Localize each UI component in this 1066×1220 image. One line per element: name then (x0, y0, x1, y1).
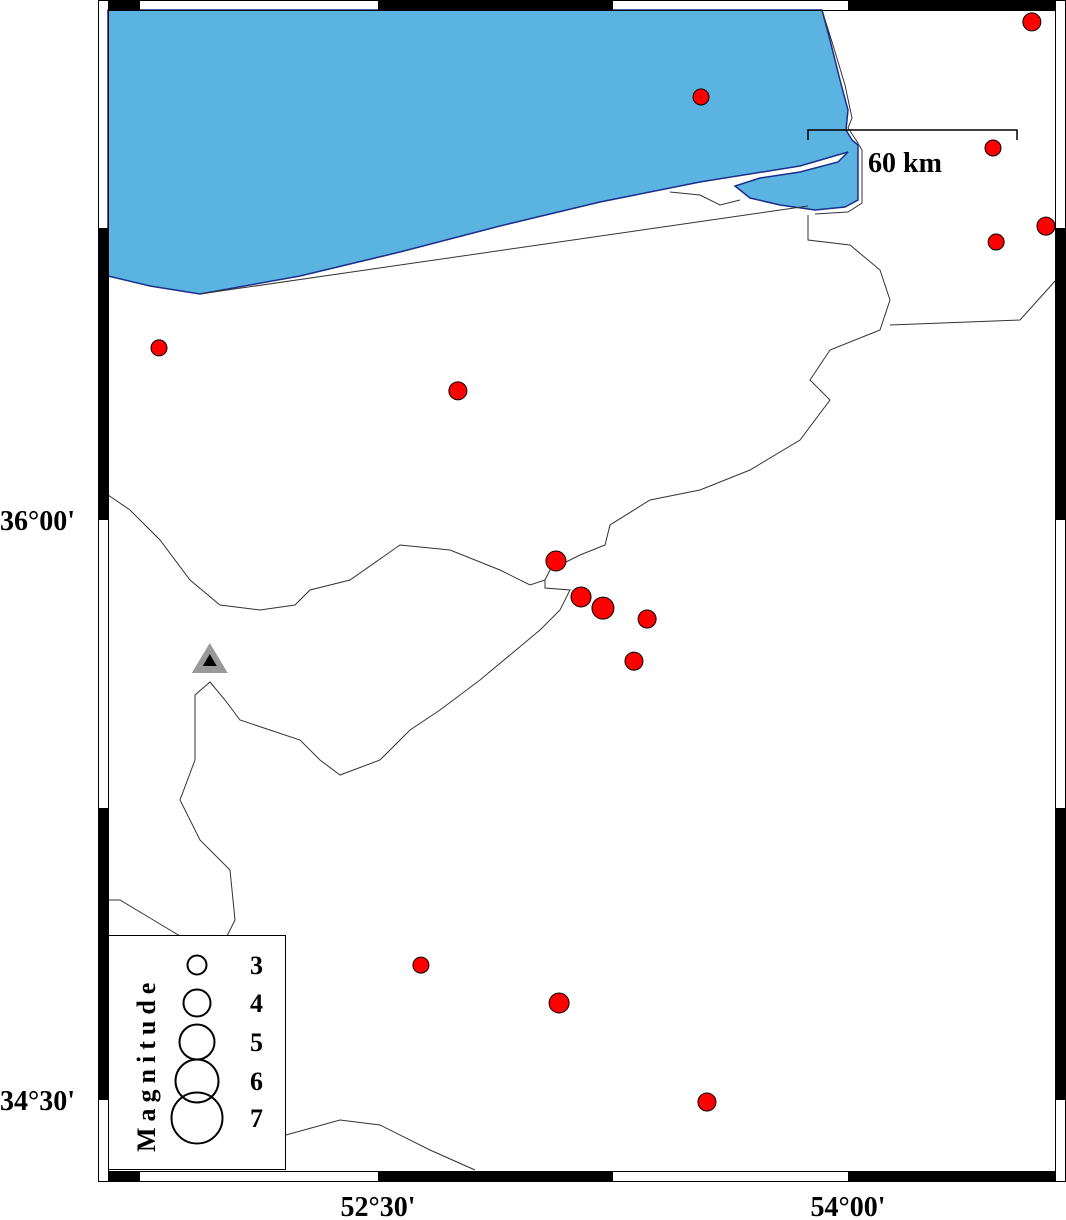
earthquake-event (570, 586, 592, 608)
earthquake-event (150, 339, 168, 357)
legend-label: 4 (250, 989, 263, 1018)
legend-circle (170, 1091, 224, 1145)
events-layer (150, 12, 1056, 1112)
station-layer (191, 642, 228, 673)
station-inner-triangle-icon (202, 653, 217, 666)
earthquake-event (591, 596, 615, 620)
boundary-lines (107, 9, 1057, 1171)
lon-label-54: 54°00' (811, 1192, 886, 1220)
legend-label: 7 (250, 1104, 263, 1133)
map-frame (98, 0, 1066, 1182)
lat-label-36: 36°00' (0, 506, 75, 537)
earthquake-event (548, 992, 570, 1014)
sea-area (107, 9, 859, 295)
earthquake-event (1022, 12, 1042, 32)
earthquake-event (697, 1092, 717, 1112)
earthquake-event (987, 233, 1005, 251)
legend-label: 3 (250, 951, 263, 980)
legend-circle (174, 1058, 220, 1104)
earthquake-event (448, 381, 468, 401)
scale-bar-label: 60 km (868, 148, 942, 179)
earthquake-event (412, 956, 430, 974)
legend-label: 6 (250, 1067, 263, 1096)
legend-circle (186, 954, 208, 976)
legend: Magnitude 3 4 5 6 7 (108, 935, 286, 1170)
earthquake-event (984, 139, 1002, 157)
earthquake-event (637, 609, 657, 629)
earthquake-event (1036, 216, 1056, 236)
legend-label: 5 (250, 1028, 263, 1057)
legend-title: Magnitude (132, 977, 161, 1152)
earthquake-event (624, 651, 644, 671)
legend-circle (182, 988, 212, 1018)
lat-label-34-30: 34°30' (0, 1086, 75, 1117)
earthquake-event (692, 88, 710, 106)
lon-label-52-30: 52°30' (341, 1192, 416, 1220)
scale-bar: 60 km (807, 129, 1018, 179)
earthquake-event (545, 550, 567, 572)
